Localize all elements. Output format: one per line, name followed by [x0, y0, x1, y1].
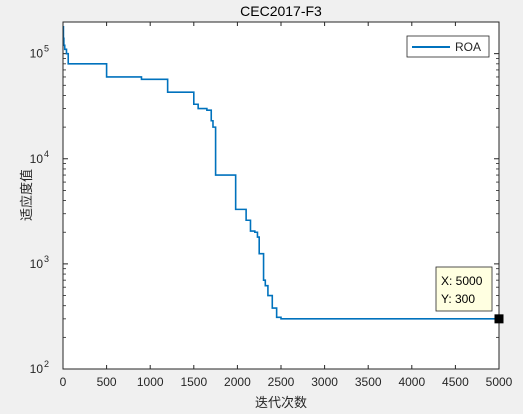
datatip-x-label: X: 5000	[441, 274, 483, 288]
chart-title: CEC2017-F3	[240, 3, 322, 19]
x-tick-label: 3000	[311, 375, 338, 389]
x-tick-label: 1000	[137, 375, 164, 389]
y-tick-exponent: 3	[44, 254, 49, 264]
datatip-box	[435, 266, 493, 312]
series-line-roa	[62, 26, 499, 320]
x-axis-ticks: 0 500 1000 1500 2000 2500 3000 3500 4000 4500 5000	[60, 22, 513, 389]
plot-area	[63, 22, 499, 369]
plot-frame	[62, 21, 500, 370]
x-tick-label: 4500	[442, 375, 469, 389]
datatip[interactable]: X: 5000 Y: 300	[435, 266, 504, 324]
y-tick-exponent: 4	[44, 149, 49, 159]
x-tick-label: 4000	[398, 375, 425, 389]
legend[interactable]: ROA	[406, 35, 490, 58]
y-tick-base: 10	[30, 47, 44, 61]
x-tick-label: 3500	[355, 375, 382, 389]
y-tick-exponent: 2	[44, 359, 49, 369]
y-tick-label: 10	[30, 47, 44, 61]
x-tick-label: 0	[60, 375, 67, 389]
datatip-y-label: Y: 300	[441, 292, 475, 306]
y-tick-label: 10	[30, 362, 44, 376]
legend-label-roa: ROA	[455, 40, 481, 54]
y-tick-exponent: 5	[44, 44, 49, 54]
x-axis-label: 迭代次数	[255, 395, 307, 411]
x-tick-label: 5000	[486, 375, 513, 389]
x-tick-label: 2000	[224, 375, 251, 389]
y-tick-label: 10	[30, 257, 44, 271]
y-axis-label: 适应度值	[19, 169, 35, 221]
x-tick-label: 500	[97, 375, 117, 389]
y-tick-base: 10	[30, 152, 44, 166]
x-tick-label: 2500	[268, 375, 295, 389]
y-tick-label: 10	[30, 152, 44, 166]
series-layer	[62, 26, 499, 320]
y-tick-base: 10	[30, 362, 44, 376]
y-tick-base: 10	[30, 257, 44, 271]
x-tick-label: 1500	[180, 375, 207, 389]
datatip-marker[interactable]	[494, 314, 504, 324]
